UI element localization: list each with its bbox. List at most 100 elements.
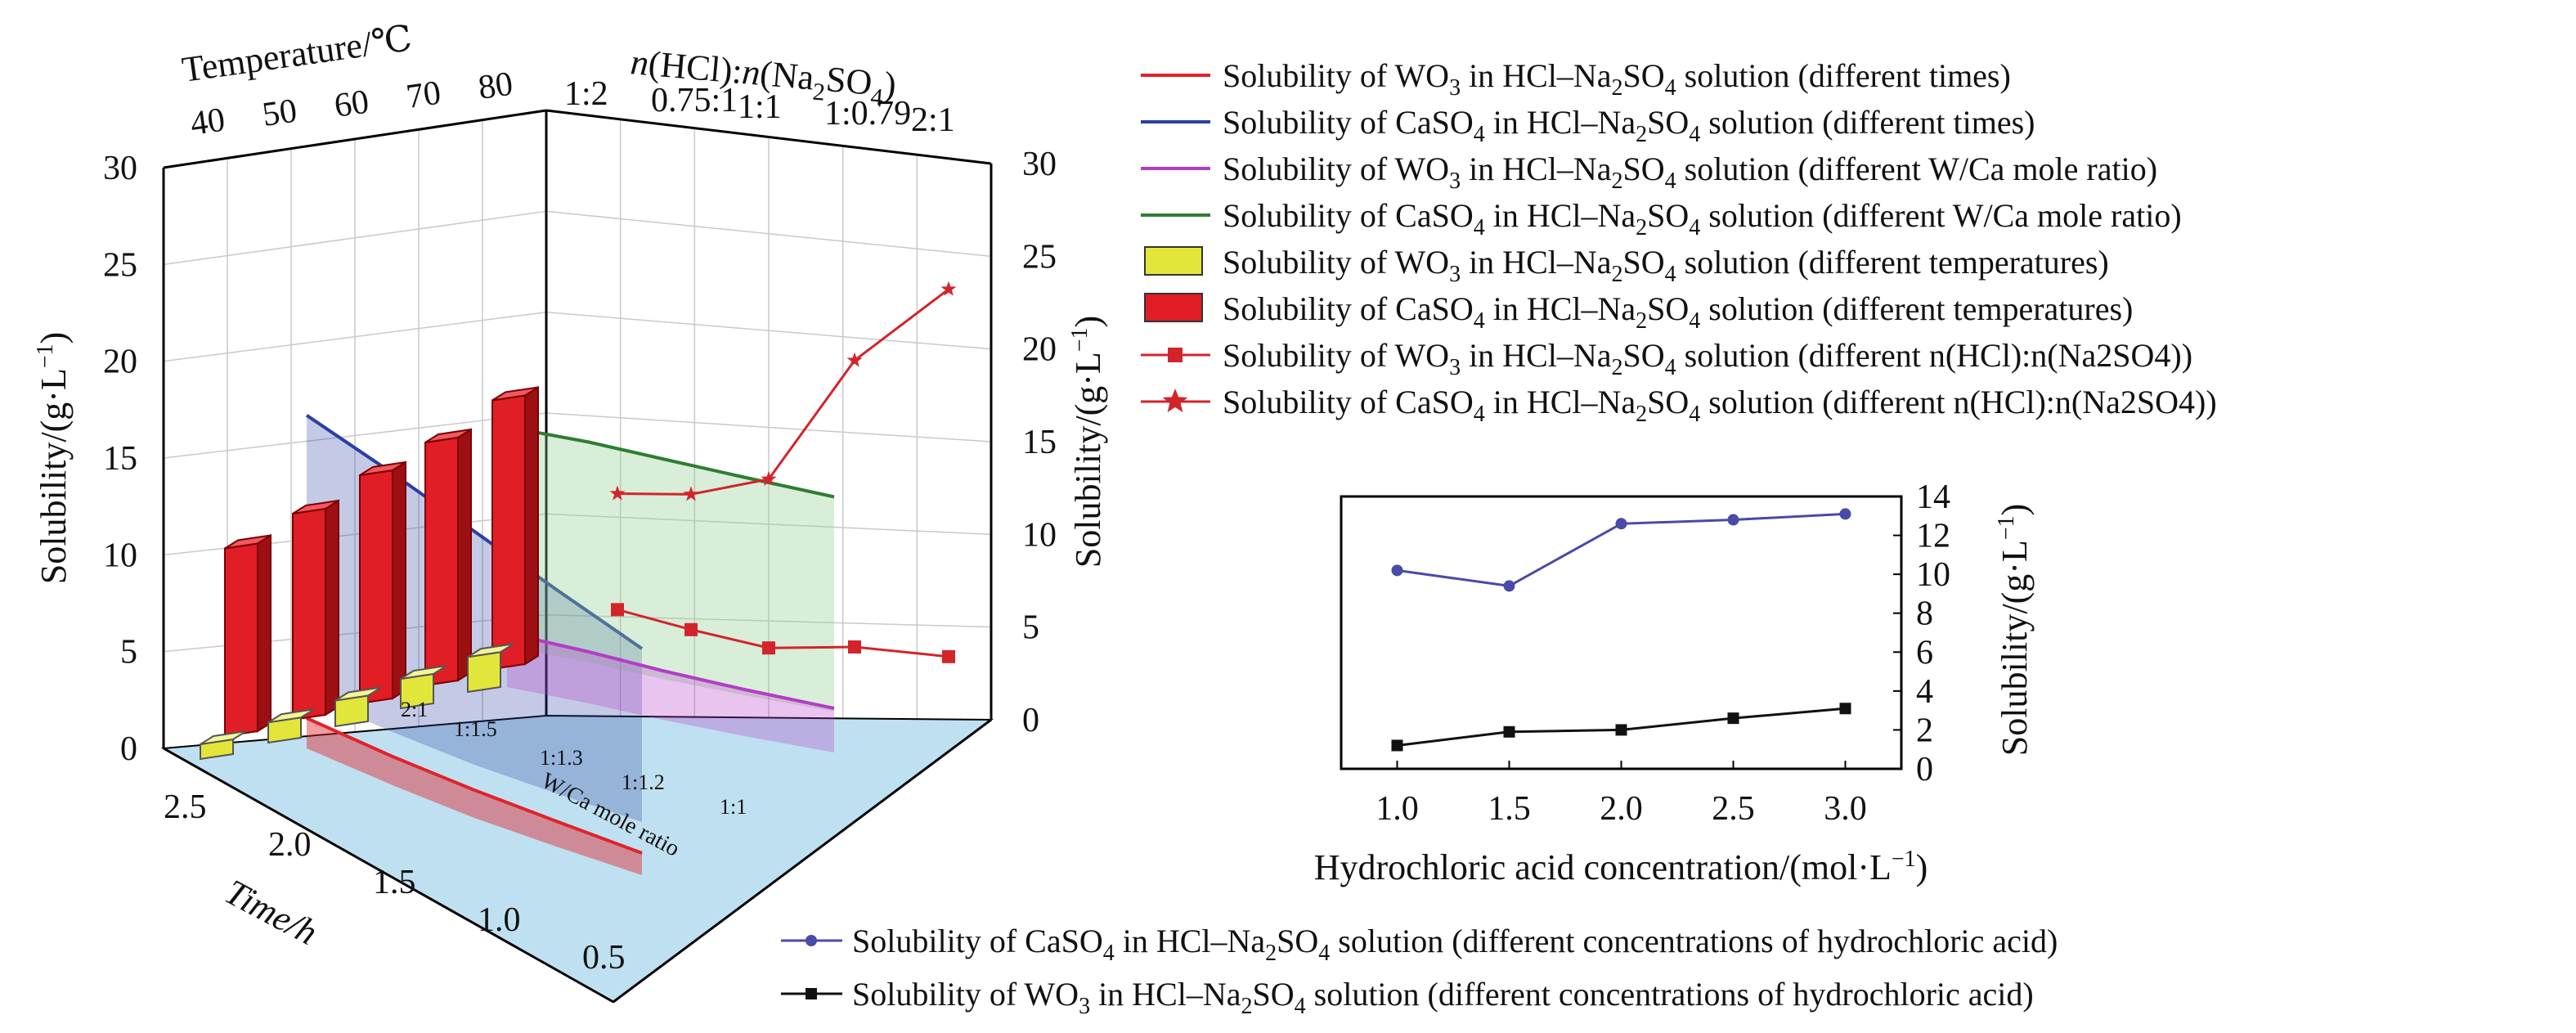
ratio-tick-label: 2:1 — [911, 101, 955, 139]
x-tick-label: 1.0 — [1376, 790, 1419, 828]
legend-label: Solubility of WO3 in HCl–Na2SO4 solution… — [1223, 337, 2192, 380]
caso4-temp-bar-front — [224, 542, 258, 738]
y-tick-label: 12 — [1916, 518, 1950, 555]
legend-label: Solubility of WO3 in HCl–Na2SO4 solution… — [1223, 57, 2011, 101]
y-tick-label: 2 — [1916, 712, 1933, 749]
legend-marker — [1144, 293, 1203, 322]
legend-label: Solubility of CaSO4 in HCl–Na2SO4 soluti… — [1223, 384, 2217, 427]
series — [1391, 508, 1851, 752]
wo3-ratio-point — [848, 640, 861, 654]
legend-label: Solubility of WO3 in HCl–Na2SO4 solution… — [852, 976, 2034, 1019]
wca-tick-label: 1:1.5 — [454, 717, 497, 741]
legend-marker — [1168, 348, 1183, 362]
time-tick-label: 1.0 — [478, 901, 521, 939]
temperature-tick-label: 80 — [476, 65, 515, 107]
y-tick-label: 0 — [1916, 751, 1933, 788]
x-tick-label: 1.5 — [1488, 790, 1531, 828]
legend: Solubility of WO3 in HCl–Na2SO4 solution… — [1141, 57, 2217, 427]
temperature-ticks: 40 50 60 70 80 — [188, 65, 515, 143]
caso4-ratio-point — [609, 485, 626, 501]
right-tick-label: 10 — [1022, 516, 1057, 554]
time-tick-label: 2.0 — [268, 826, 312, 864]
wo3-ratio-point — [611, 603, 624, 617]
y-tick-label: 10 — [1916, 556, 1950, 594]
caso4-temp-bar-top — [359, 461, 406, 476]
legend-marker — [806, 935, 817, 946]
time-tick-label: 0.5 — [582, 939, 626, 977]
x-tick-label: 2.5 — [1712, 790, 1755, 828]
plot-frame — [1340, 495, 1903, 770]
temperature-axis-title: Temperature/℃ — [180, 18, 415, 90]
legend-label: Solubility of WO3 in HCl–Na2SO4 solution… — [1223, 150, 2157, 194]
z-tick-label: 20 — [103, 344, 137, 381]
caso4-ratio-point — [846, 352, 863, 367]
caso4-temp-bar-front — [424, 436, 459, 687]
chart-3d: 0 5 10 15 20 25 30 Solubility/(g·L−1) 0 5 10 15 20… — [33, 18, 1108, 1004]
legend-marker — [1144, 246, 1203, 276]
caso4-temp-bar-side — [392, 460, 406, 700]
frame — [162, 109, 993, 1004]
y-tick-label: 6 — [1916, 634, 1933, 671]
y-tick-label: 14 — [1916, 478, 1950, 516]
caso4-temp-bar-top — [491, 386, 539, 402]
wo3-ratio-point — [684, 622, 698, 636]
right-tick-label: 30 — [1022, 146, 1057, 183]
caso4-ratio-point — [940, 281, 957, 296]
wca-tick-label: 2:1 — [401, 698, 428, 721]
wo3-wca-plane — [507, 633, 834, 752]
caso4-time-line — [305, 414, 644, 650]
bars — [200, 385, 539, 761]
z-tick-label: 15 — [103, 440, 137, 478]
y-axis-title: Solubility/(g·L−1) — [1994, 504, 2035, 756]
ratio-tick-label: 1:1 — [738, 88, 782, 126]
ratio-lines — [609, 281, 957, 663]
temperature-tick-label: 60 — [332, 83, 371, 125]
x-axis-title: Hydrochloric acid concentration/(mol·L−1… — [1314, 847, 1928, 887]
caso4-temp-bar-top — [224, 534, 272, 550]
legend-label: Solubility of CaSO4 in HCl–Na2SO4 soluti… — [1223, 197, 2182, 240]
wo3-temp-bar-top — [400, 665, 447, 680]
z-tick-label: 0 — [120, 730, 137, 768]
z-tick-label: 30 — [103, 150, 137, 187]
z-axis-title: Solubility/(g·L−1) — [33, 332, 74, 584]
legend-label: Solubility of CaSO4 in HCl–Na2SO4 soluti… — [1223, 290, 2133, 334]
y-tick-label: 4 — [1916, 673, 1933, 711]
z-tick-label: 10 — [103, 537, 137, 574]
wo3-conc-point — [1503, 725, 1515, 738]
right-tick-label: 0 — [1022, 702, 1039, 739]
legend-marker — [1162, 388, 1188, 412]
caso4-ratio-point — [761, 470, 777, 486]
legend-marker — [806, 988, 817, 999]
x-tick-label: 2.0 — [1600, 790, 1643, 828]
x-axis-ticks: 1.0 1.5 2.0 2.5 3.0 — [1376, 761, 1867, 828]
caso4-conc-point — [1615, 518, 1627, 530]
wo3-conc-point — [1839, 703, 1851, 715]
caso4-temp-bar-side — [325, 499, 339, 716]
caso4-temp-bar-side — [257, 533, 272, 733]
caso4-conc-point — [1839, 508, 1851, 520]
legend-bottom: Solubility of CaSO4 in HCl–Na2SO4 soluti… — [781, 923, 2058, 1019]
caso4-temp-bar-front — [359, 469, 393, 705]
temperature-tick-label: 50 — [260, 92, 299, 134]
right-tick-label: 5 — [1022, 609, 1039, 647]
y-tick-label: 8 — [1916, 595, 1933, 633]
caso4-temp-bar-side — [524, 385, 539, 666]
ratio-ticks: 1:2 0.75:1 1:1 1:0.79 2:1 — [564, 75, 955, 139]
z-tick-label: 5 — [120, 634, 137, 671]
x-tick-label: 3.0 — [1824, 790, 1867, 828]
right-tick-label: 25 — [1022, 238, 1057, 276]
right-tick-label: 20 — [1022, 331, 1057, 369]
wca-ticks: 2:1 1:1.5 1:1.3 1:1.2 1:1 — [401, 698, 747, 819]
time-tick-label: 1.5 — [373, 864, 416, 901]
caso4-conc-point — [1727, 514, 1739, 526]
ratio-tick-label: 1:0.79 — [824, 95, 911, 132]
wca-tick-label: 1:1 — [720, 795, 747, 819]
wo3-conc-point — [1727, 712, 1739, 725]
caso4-temp-bar-top — [424, 429, 472, 443]
temperature-tick-label: 70 — [404, 74, 443, 116]
time-tick-label: 2.5 — [164, 788, 207, 826]
caso4-wca-line — [506, 425, 835, 499]
right-axis-ticks: 0 5 10 15 20 25 30 — [1022, 146, 1057, 739]
